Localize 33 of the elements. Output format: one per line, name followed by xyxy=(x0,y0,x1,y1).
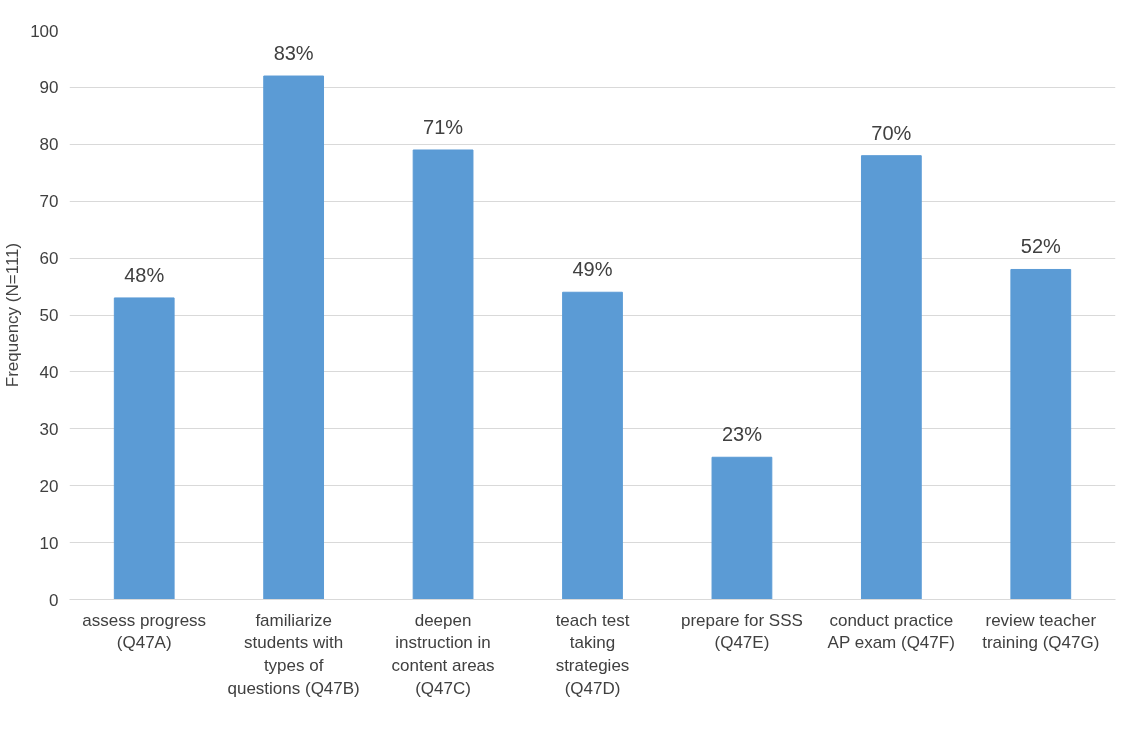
x-tick-label: prepare for SSS (Q47E) xyxy=(680,610,803,653)
y-tick-label: 40 xyxy=(39,362,59,382)
bar xyxy=(711,456,773,600)
annotation: 70% xyxy=(871,121,912,144)
y-tick-label: 20 xyxy=(39,476,59,496)
y-tick-label: 100 xyxy=(30,21,59,41)
bar xyxy=(1010,268,1072,600)
annotation: 71% xyxy=(423,115,464,138)
annotation: 48% xyxy=(124,263,165,286)
annotation: 52% xyxy=(1020,235,1062,258)
y-tick-label: 30 xyxy=(39,419,59,439)
x-tick-label: assess progress (Q47A) xyxy=(82,610,207,653)
x-tick-label: familiarize students with types of questions (Q47B) xyxy=(227,610,360,698)
y-axis-title: Frequency (N=111) xyxy=(3,242,23,388)
bar xyxy=(412,149,474,600)
y-tick-label: 60 xyxy=(39,249,59,269)
x-tick-label: deepen instruction in content areas (Q47C) xyxy=(391,610,495,698)
x-tick-label: review teacher training (Q47G) xyxy=(982,610,1100,653)
y-tick-label: 80 xyxy=(39,135,59,155)
annotation: 83% xyxy=(273,42,314,65)
y-tick-label: 90 xyxy=(39,78,59,98)
y-tick-label: 50 xyxy=(39,306,59,325)
bar xyxy=(860,155,922,600)
bar xyxy=(263,75,325,600)
y-tick-label: 10 xyxy=(39,533,59,553)
bar xyxy=(562,291,623,600)
annotation: 49% xyxy=(572,258,613,281)
x-tick-label: conduct practice AP exam (Q47F) xyxy=(827,610,955,653)
annotation: 23% xyxy=(721,423,763,446)
y-tick-label: 0 xyxy=(49,590,59,610)
bar xyxy=(113,297,175,600)
y-tick-label: 70 xyxy=(39,192,59,212)
x-tick-label: teach test taking strategies (Q47D) xyxy=(555,610,630,698)
